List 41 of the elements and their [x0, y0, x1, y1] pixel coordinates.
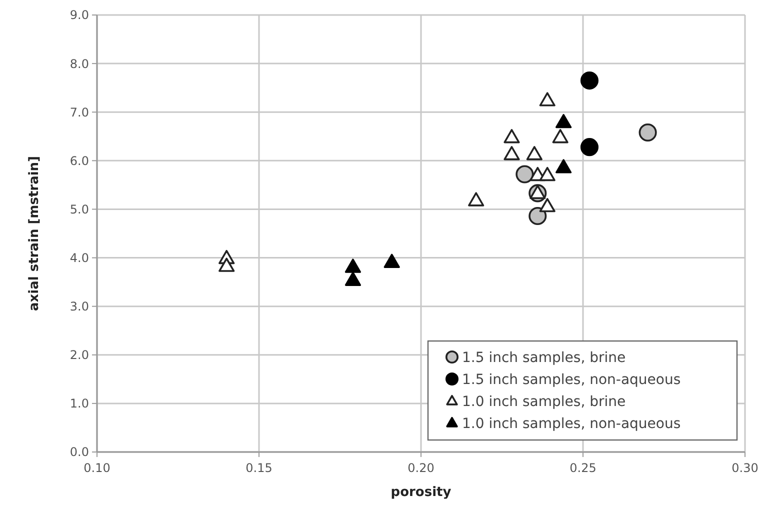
- point: [556, 159, 572, 174]
- point: [468, 192, 484, 206]
- x-tick-label: 0.20: [408, 461, 434, 475]
- point: [539, 198, 556, 212]
- point: [580, 72, 599, 90]
- point: [528, 206, 547, 226]
- point: [552, 129, 568, 144]
- point: [344, 272, 362, 286]
- y-tick-label: 2.0: [70, 348, 89, 362]
- x-tick-label: 0.25: [570, 461, 596, 475]
- point: [516, 165, 534, 184]
- point: [504, 146, 520, 160]
- y-tick-label: 5.0: [70, 202, 89, 216]
- point: [504, 129, 520, 144]
- point: [580, 138, 599, 156]
- x-axis-title: porosity: [390, 485, 452, 500]
- point: [638, 123, 657, 142]
- point: [539, 92, 556, 106]
- x-tick-label: 0.10: [84, 461, 110, 475]
- y-tick-label: 6.0: [70, 154, 89, 168]
- y-tick-label: 3.0: [70, 300, 89, 314]
- legend-label: 1.0 inch samples, brine: [462, 394, 626, 410]
- legend-label: 1.5 inch samples, brine: [462, 350, 626, 366]
- x-tick-label: 0.15: [246, 461, 272, 475]
- y-tick-label: 7.0: [70, 105, 89, 120]
- point: [530, 184, 546, 200]
- point: [344, 258, 362, 273]
- y-tick-label: 4.0: [70, 250, 89, 265]
- point: [384, 254, 400, 268]
- y-tick-label: 1.0: [70, 396, 89, 411]
- y-tick-label: 0.0: [70, 445, 89, 460]
- legend-label: 1.5 inch samples, non-aqueous: [462, 372, 681, 388]
- point: [526, 146, 542, 160]
- x-tick-label: 0.30: [732, 461, 758, 475]
- point: [539, 166, 556, 182]
- point: [556, 114, 572, 128]
- y-axis-title: axial strain [mstrain]: [27, 156, 42, 312]
- legend-label: 1.0 inch samples, non-aqueous: [462, 416, 681, 432]
- point: [218, 258, 235, 272]
- y-tick-label: 8.0: [70, 56, 89, 71]
- y-tick-label: 9.0: [70, 8, 89, 22]
